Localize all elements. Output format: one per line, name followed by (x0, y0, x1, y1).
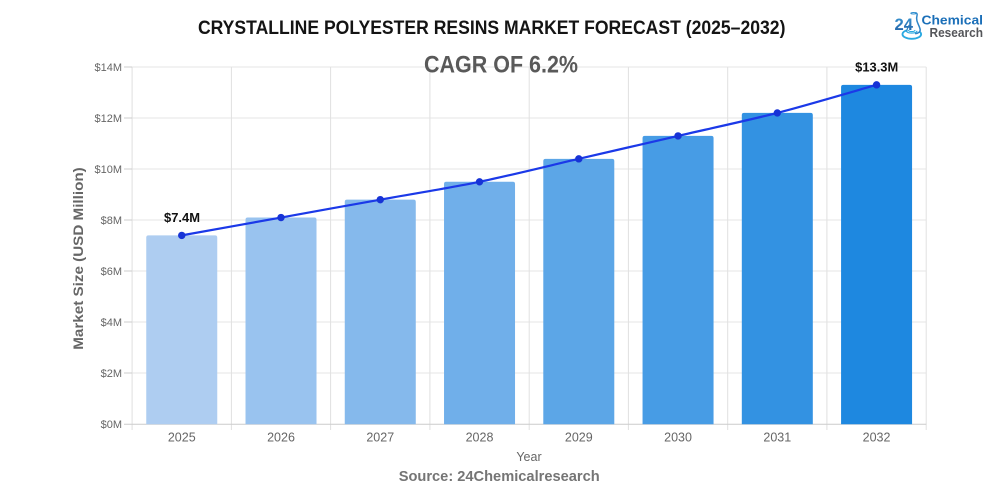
svg-text:$2M: $2M (101, 368, 122, 380)
svg-text:24: 24 (895, 15, 914, 34)
svg-text:$13.3M: $13.3M (855, 60, 898, 74)
svg-text:Research: Research (930, 25, 984, 40)
svg-text:$10M: $10M (94, 164, 122, 176)
svg-text:2028: 2028 (466, 431, 494, 445)
svg-text:Chemical: Chemical (922, 13, 984, 28)
svg-text:2029: 2029 (565, 431, 593, 445)
svg-text:$6M: $6M (101, 266, 122, 278)
svg-text:CAGR OF 6.2%: CAGR OF 6.2% (424, 51, 578, 78)
svg-text:$4M: $4M (101, 317, 122, 329)
svg-text:2027: 2027 (366, 431, 394, 445)
svg-text:2032: 2032 (863, 431, 891, 445)
svg-text:$12M: $12M (94, 113, 122, 125)
svg-text:Year: Year (516, 450, 541, 464)
svg-text:2026: 2026 (267, 431, 295, 445)
svg-text:$0M: $0M (101, 419, 122, 431)
svg-text:Source: 24Chemicalresearch: Source: 24Chemicalresearch (399, 468, 600, 485)
svg-text:CRYSTALLINE POLYESTER RESINS M: CRYSTALLINE POLYESTER RESINS MARKET FORE… (198, 18, 786, 39)
svg-text:$8M: $8M (101, 215, 122, 227)
svg-text:$14M: $14M (94, 62, 122, 74)
svg-text:2031: 2031 (763, 431, 791, 445)
svg-text:$7.4M: $7.4M (164, 211, 200, 225)
svg-text:2025: 2025 (168, 431, 196, 445)
svg-text:Market Size (USD Million): Market Size (USD Million) (71, 167, 86, 350)
svg-text:2030: 2030 (664, 431, 692, 445)
